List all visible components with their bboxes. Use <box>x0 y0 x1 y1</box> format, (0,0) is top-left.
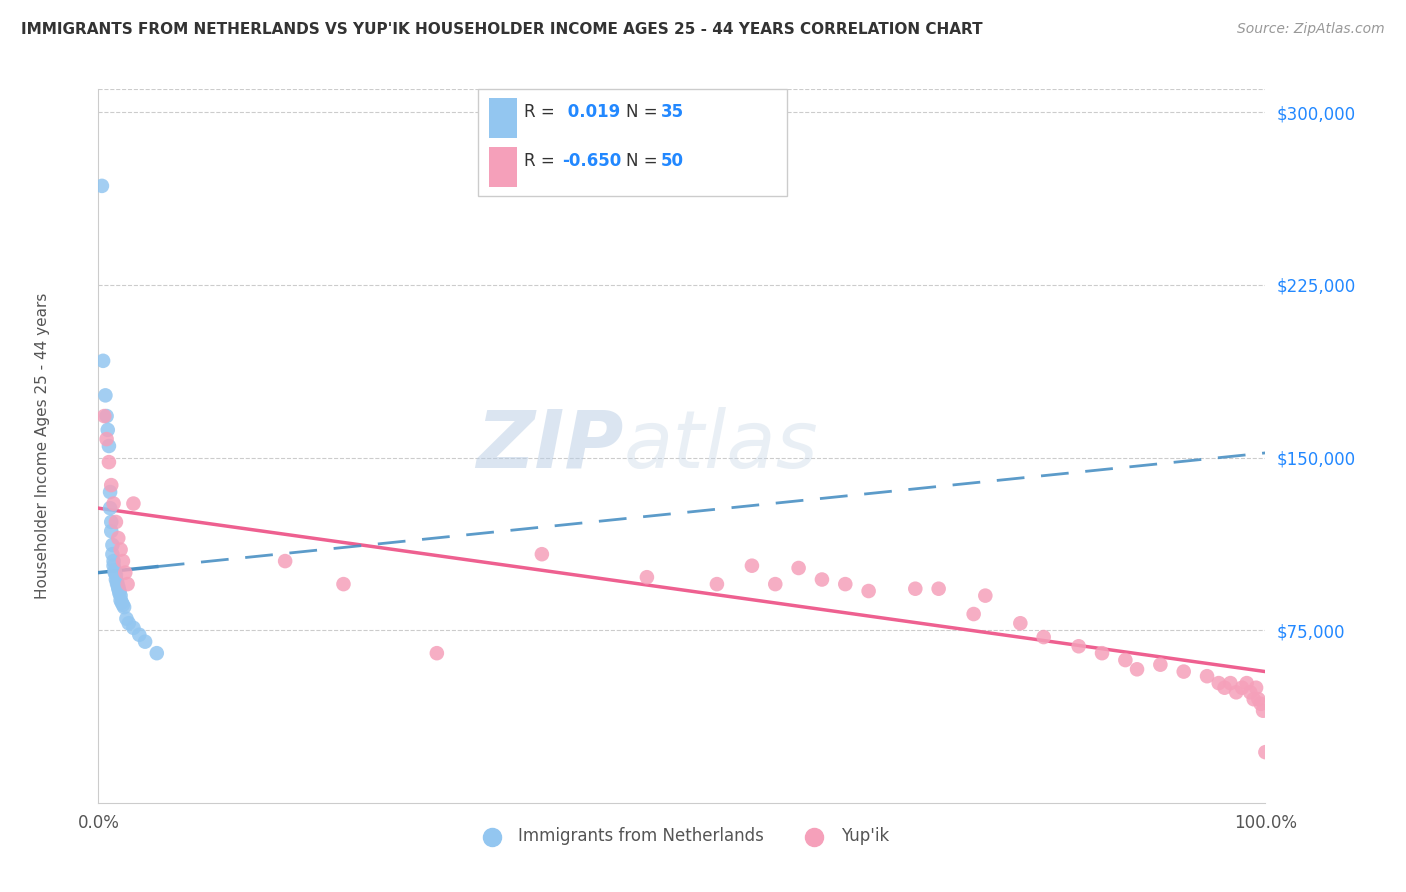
Point <box>928 582 950 596</box>
Point <box>112 600 135 615</box>
Text: atlas: atlas <box>624 407 818 485</box>
Point <box>1208 676 1230 690</box>
Point <box>103 554 125 568</box>
Text: 35: 35 <box>661 103 683 120</box>
Point <box>111 598 134 612</box>
Point <box>90 178 112 193</box>
Point <box>274 554 297 568</box>
Point <box>97 439 120 453</box>
Point <box>104 566 127 580</box>
Point <box>974 589 997 603</box>
Point <box>1173 665 1195 679</box>
Text: -0.650: -0.650 <box>562 152 621 169</box>
Text: Source: ZipAtlas.com: Source: ZipAtlas.com <box>1237 22 1385 37</box>
Point <box>787 561 810 575</box>
Point <box>1032 630 1054 644</box>
Point <box>763 577 786 591</box>
Point <box>117 577 139 591</box>
Point <box>101 547 124 561</box>
Point <box>107 582 129 596</box>
Point <box>98 501 121 516</box>
Point <box>134 634 156 648</box>
Legend: Immigrants from Netherlands, Yup'ik: Immigrants from Netherlands, Yup'ik <box>468 821 896 852</box>
Point <box>100 524 122 538</box>
Point <box>1195 669 1218 683</box>
Point <box>1067 640 1090 654</box>
Text: R =: R = <box>524 152 561 169</box>
Point <box>118 616 141 631</box>
Point <box>111 595 134 609</box>
Point <box>426 646 449 660</box>
Point <box>107 579 129 593</box>
Point <box>1091 646 1114 660</box>
Point <box>741 558 763 573</box>
Point <box>1247 692 1270 706</box>
Point <box>110 589 132 603</box>
Point <box>96 432 118 446</box>
Text: ZIP: ZIP <box>477 407 624 485</box>
Text: 0.019: 0.019 <box>562 103 620 120</box>
Y-axis label: Householder Income Ages 25 - 44 years: Householder Income Ages 25 - 44 years <box>35 293 51 599</box>
Point <box>1010 616 1032 631</box>
Point <box>114 566 136 580</box>
Point <box>105 577 128 591</box>
Point <box>1225 685 1247 699</box>
Point <box>1219 676 1241 690</box>
Text: 50: 50 <box>661 152 683 169</box>
Point <box>104 515 127 529</box>
Point <box>1230 681 1253 695</box>
Point <box>1251 704 1274 718</box>
Point <box>100 478 122 492</box>
Point <box>111 554 134 568</box>
Point <box>97 455 120 469</box>
Point <box>96 409 118 423</box>
Point <box>1236 676 1258 690</box>
Point <box>107 531 129 545</box>
Point <box>108 584 131 599</box>
Point <box>858 584 880 599</box>
Point <box>103 558 125 573</box>
Point <box>104 568 127 582</box>
Point <box>101 538 124 552</box>
Text: R =: R = <box>524 103 561 120</box>
Point <box>122 497 145 511</box>
Point <box>104 573 127 587</box>
Point <box>110 593 132 607</box>
Point <box>105 574 128 589</box>
Point <box>108 586 131 600</box>
Point <box>91 354 114 368</box>
Point <box>1213 681 1236 695</box>
Point <box>93 409 115 423</box>
Point <box>530 547 553 561</box>
Point <box>1250 697 1272 711</box>
Point <box>97 423 120 437</box>
Point <box>1126 662 1149 676</box>
Point <box>811 573 834 587</box>
Point <box>1243 692 1265 706</box>
Point <box>1114 653 1136 667</box>
Point <box>1149 657 1171 672</box>
Point <box>904 582 927 596</box>
Point <box>104 563 127 577</box>
Text: IMMIGRANTS FROM NETHERLANDS VS YUP'IK HOUSEHOLDER INCOME AGES 25 - 44 YEARS CORR: IMMIGRANTS FROM NETHERLANDS VS YUP'IK HO… <box>21 22 983 37</box>
Point <box>636 570 658 584</box>
Point <box>110 542 132 557</box>
Point <box>962 607 984 621</box>
Text: N =: N = <box>626 152 662 169</box>
Text: N =: N = <box>626 103 662 120</box>
Point <box>128 628 150 642</box>
Point <box>100 515 122 529</box>
Point <box>1244 681 1267 695</box>
Point <box>98 485 121 500</box>
Point <box>706 577 728 591</box>
Point <box>332 577 354 591</box>
Point <box>103 497 125 511</box>
Point <box>834 577 856 591</box>
Point <box>115 612 138 626</box>
Point <box>1239 685 1261 699</box>
Point <box>122 621 145 635</box>
Point <box>1254 745 1277 759</box>
Point <box>146 646 169 660</box>
Point <box>94 388 117 402</box>
